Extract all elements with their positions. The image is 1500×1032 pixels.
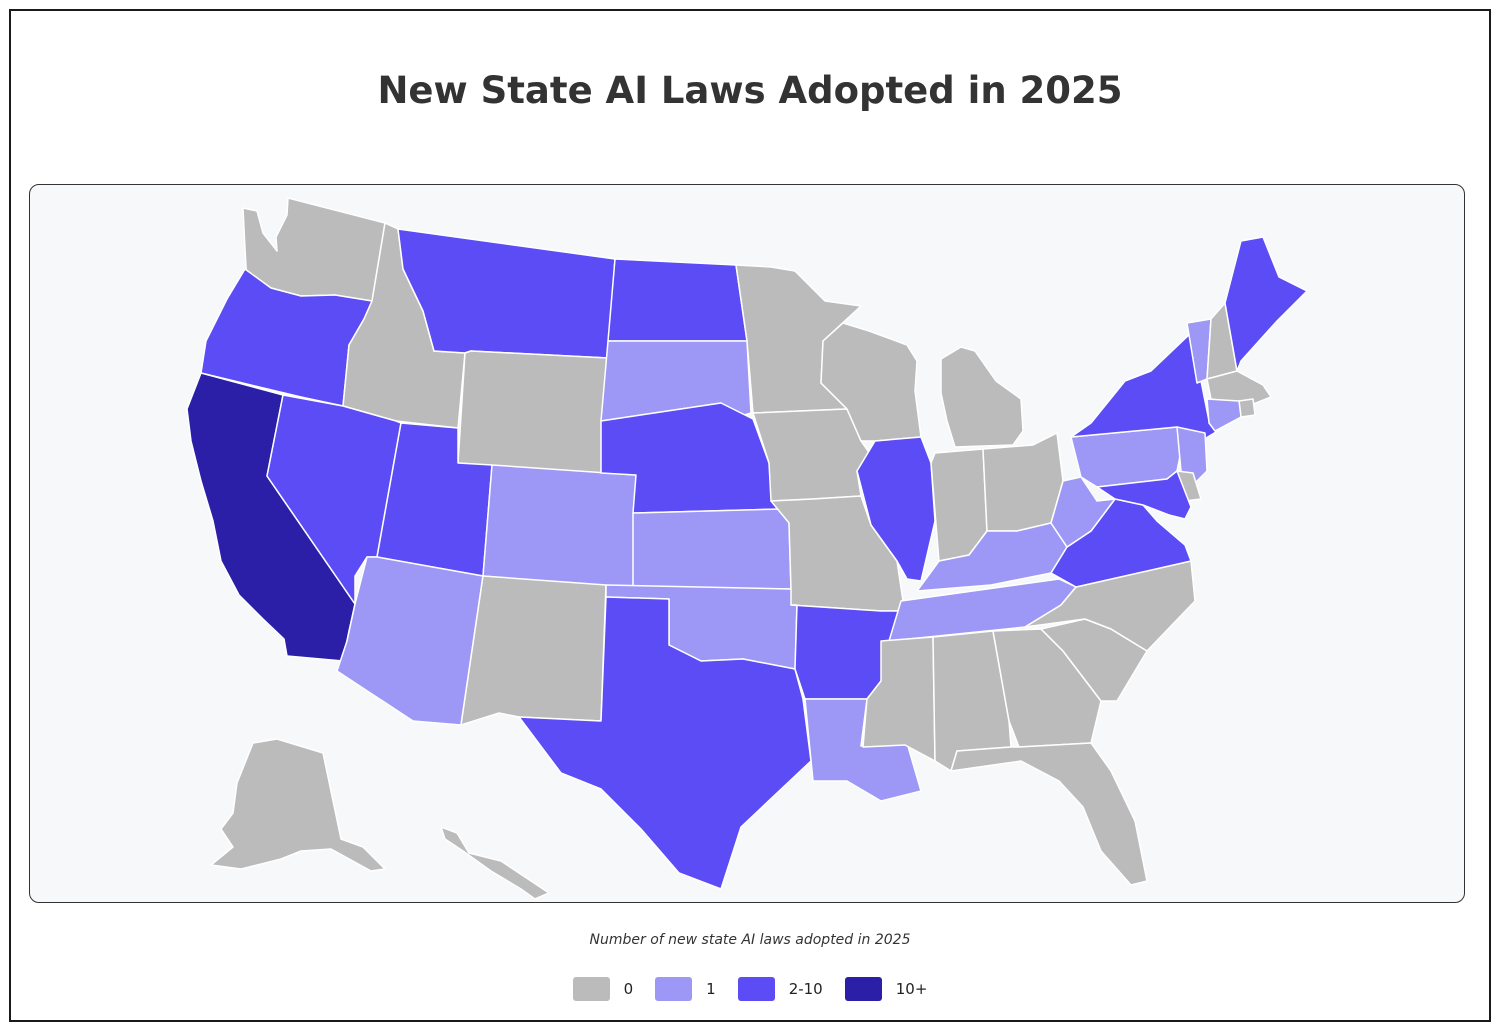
state-ct <box>1206 398 1242 432</box>
legend-swatch-1 <box>655 977 693 1001</box>
legend-caption: Number of new state AI laws adopted in 2… <box>589 932 911 948</box>
state-md <box>1096 470 1192 520</box>
legend-item-1: 1 <box>655 977 716 1001</box>
legend-swatch-10-plus <box>844 977 882 1001</box>
state-nd <box>607 258 748 342</box>
state-wy <box>457 350 609 474</box>
legend-label-2-10: 2-10 <box>788 980 823 998</box>
map-panel <box>29 184 1465 903</box>
state-co <box>482 464 637 590</box>
state-az <box>336 556 484 726</box>
state-ks <box>632 508 792 590</box>
legend-label-10-plus: 10+ <box>895 980 928 998</box>
legend-item-2-10: 2-10 <box>737 977 823 1001</box>
legend-item-10-plus: 10+ <box>844 977 928 1001</box>
legend-swatch-0 <box>572 977 610 1001</box>
state-fl <box>950 742 1148 886</box>
legend-item-0: 0 <box>572 977 634 1001</box>
state-me <box>1224 236 1308 372</box>
legend-label-1: 1 <box>706 980 716 998</box>
state-oh <box>982 432 1064 532</box>
state-mt <box>397 228 616 359</box>
state-hi <box>440 826 550 900</box>
legend: 0 1 2-10 10+ <box>0 977 1500 1001</box>
state-tx <box>518 596 812 890</box>
us-choropleth-map <box>186 197 1308 900</box>
legend-swatch-2-10 <box>737 977 775 1001</box>
state-wv <box>1050 476 1116 548</box>
state-ak <box>210 738 386 872</box>
state-nc <box>1024 560 1196 652</box>
state-mi <box>940 346 1024 448</box>
map-title: New State AI Laws Adopted in 2025 <box>377 69 1123 112</box>
state-wi <box>820 322 922 442</box>
state-il <box>856 436 936 582</box>
state-nm <box>460 575 607 726</box>
legend-label-0: 0 <box>623 980 634 998</box>
